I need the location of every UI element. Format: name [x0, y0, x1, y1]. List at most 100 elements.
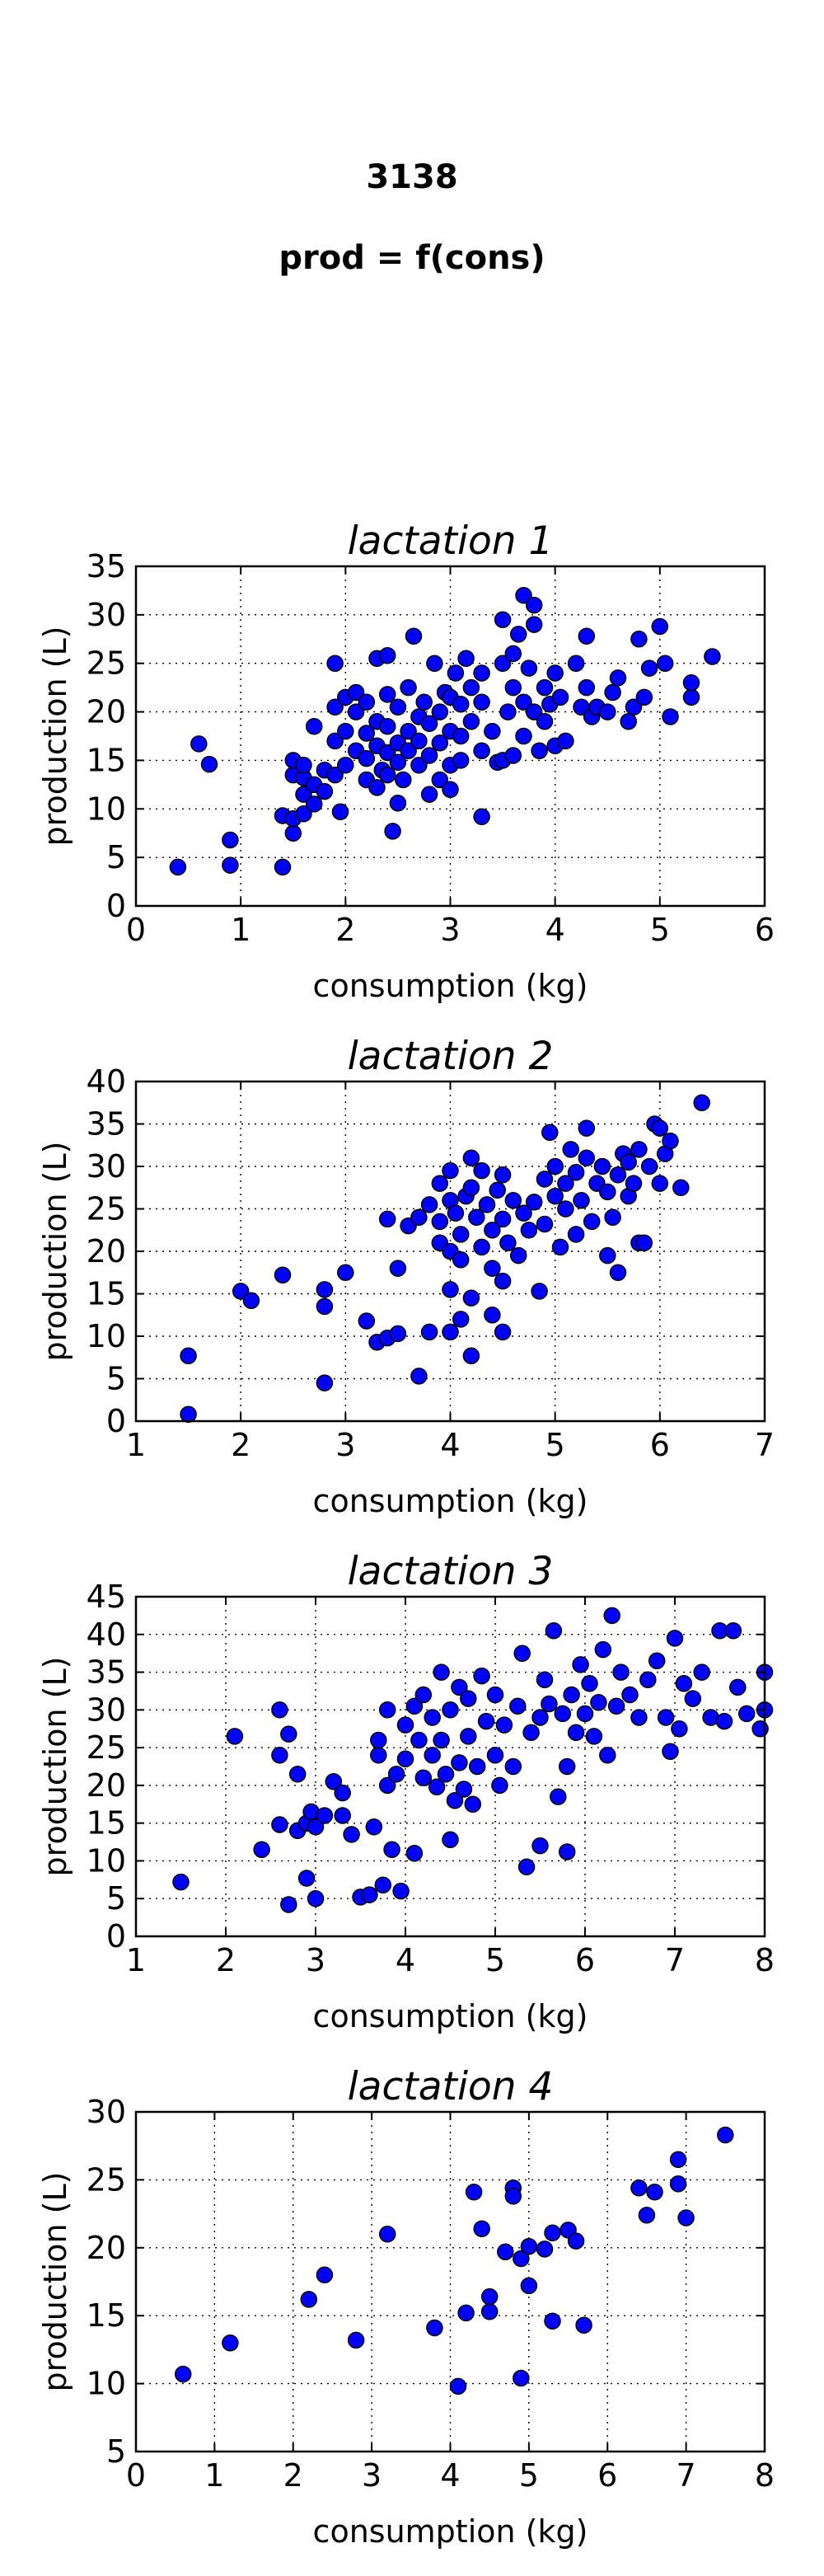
y-tick-label: 20: [87, 2230, 126, 2266]
data-point: [451, 1678, 468, 1696]
data-point: [525, 596, 543, 614]
data-point: [609, 669, 627, 687]
x-tick-label: 4: [440, 1427, 460, 1463]
data-point: [415, 693, 433, 711]
data-point: [396, 1716, 414, 1734]
data-point: [558, 1843, 576, 1860]
data-point: [651, 1175, 669, 1192]
data-point: [546, 1157, 564, 1175]
data-point: [599, 1183, 616, 1201]
data-point: [452, 1311, 470, 1328]
data-point: [305, 795, 323, 813]
y-tick-label: 0: [106, 888, 126, 924]
data-point: [462, 1149, 480, 1166]
data-point: [494, 1272, 512, 1290]
data-point: [180, 1347, 197, 1364]
data-point: [558, 1757, 576, 1776]
x-tick-label: 4: [396, 1942, 415, 1978]
data-point: [414, 1769, 433, 1786]
data-point: [504, 2187, 522, 2205]
data-point: [573, 1191, 590, 1209]
data-point: [609, 1264, 627, 1282]
data-point: [392, 1882, 410, 1900]
data-point: [431, 1213, 449, 1231]
data-point: [520, 659, 538, 677]
data-point: [704, 648, 721, 665]
data-point: [462, 678, 480, 697]
data-point: [621, 1686, 639, 1704]
data-point: [420, 715, 438, 732]
x-tick-label: 5: [519, 2457, 539, 2494]
chart-title: lactation 3: [348, 1549, 554, 1594]
data-point: [604, 683, 621, 701]
data-point: [682, 674, 700, 692]
data-point: [554, 1705, 572, 1723]
y-tick-label: 30: [87, 2094, 126, 2130]
data-point: [452, 695, 470, 713]
y-tick-label: 25: [87, 645, 126, 682]
data-point: [424, 1747, 441, 1764]
y-tick-label: 5: [106, 839, 126, 875]
data-point: [640, 1157, 658, 1175]
data-point: [693, 1663, 710, 1681]
data-point: [396, 1750, 414, 1768]
y-tick-label: 10: [87, 1842, 126, 1879]
data-point: [625, 1175, 643, 1192]
x-tick-label: 7: [677, 2457, 696, 2494]
data-point: [544, 2224, 561, 2241]
data-point: [343, 1826, 360, 1843]
data-point: [515, 1204, 532, 1222]
data-point: [442, 1831, 459, 1849]
data-point: [607, 1697, 625, 1715]
data-point: [599, 703, 616, 720]
data-point: [446, 1791, 464, 1809]
x-axis-label: consumption (kg): [313, 2513, 588, 2550]
data-point: [169, 858, 187, 876]
data-point: [491, 1776, 508, 1795]
x-tick-label: 1: [126, 1942, 146, 1978]
y-tick-label: 5: [106, 2433, 126, 2470]
data-point: [635, 688, 653, 706]
y-tick-label: 40: [87, 1616, 126, 1653]
data-point: [326, 655, 344, 672]
data-point: [480, 2287, 499, 2306]
data-point: [274, 1266, 292, 1284]
y-tick-label: 10: [87, 2366, 126, 2402]
data-point: [222, 856, 239, 874]
data-point: [462, 1179, 480, 1197]
data-point: [457, 650, 475, 668]
data-point: [271, 1816, 288, 1833]
data-point: [468, 1208, 485, 1227]
data-point: [389, 753, 407, 772]
data-point: [484, 1222, 501, 1239]
data-point: [515, 693, 532, 711]
data-point: [464, 1795, 482, 1814]
data-point: [389, 1325, 407, 1343]
y-tick-label: 20: [87, 1767, 126, 1804]
data-point: [473, 664, 490, 682]
data-point: [640, 659, 658, 677]
data-point: [536, 678, 554, 697]
data-point: [442, 781, 459, 798]
y-tick-label: 40: [87, 1063, 126, 1100]
data-point: [541, 1124, 559, 1142]
data-point: [431, 703, 449, 720]
x-axis-label: consumption (kg): [313, 968, 588, 1004]
data-point: [515, 727, 532, 745]
data-point: [630, 2180, 648, 2197]
data-point: [447, 1204, 465, 1222]
x-tick-label: 0: [126, 2457, 146, 2494]
data-point: [567, 2232, 585, 2250]
data-point: [509, 1697, 527, 1715]
data-point: [468, 1757, 486, 1776]
data-point: [378, 744, 396, 762]
data-point: [651, 617, 669, 636]
data-point: [295, 805, 312, 823]
x-tick-label: 7: [755, 1427, 775, 1463]
data-point: [497, 2243, 514, 2260]
data-point: [599, 1747, 616, 1764]
data-point: [337, 722, 354, 740]
data-point: [410, 1208, 428, 1227]
data-point: [378, 1776, 396, 1795]
data-point: [494, 1210, 512, 1228]
